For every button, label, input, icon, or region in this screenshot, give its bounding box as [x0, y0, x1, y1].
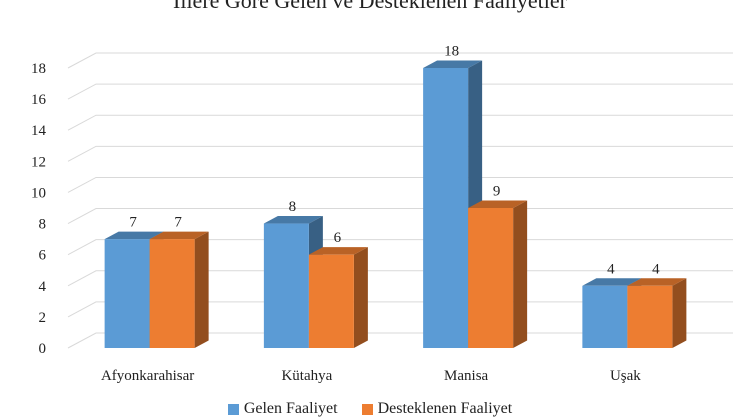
y-tick-label-7: 14: [31, 123, 47, 139]
gridline-7: [67, 114, 733, 131]
bar-front-2-0: [423, 68, 469, 348]
bar-0-1: [149, 231, 209, 348]
y-tick-label-2: 4: [39, 279, 47, 295]
y-tick-label-1: 2: [39, 310, 47, 326]
bar-front-0-0: [104, 239, 150, 348]
legend-swatch-series-2: [361, 403, 373, 415]
y-tick-label-3: 6: [39, 248, 47, 264]
bar-top-1-0: [263, 216, 323, 224]
legend: Gelen Faaliyet Desteklenen Faaliyet: [0, 400, 740, 420]
bar-3-1: [627, 278, 687, 348]
bar-1-1: [308, 247, 368, 348]
legend-swatch-series-1: [227, 403, 239, 415]
x-tick-labels: Afyonkarahisar Kütahya Manisa Uşak: [101, 368, 641, 384]
chart-title: İllere Göre Gelen ve Desteklenen Faaliye…: [173, 0, 567, 13]
y-tick-label-8: 16: [31, 92, 47, 108]
data-label-0-0: 7: [129, 215, 137, 231]
x-tick-label-0: Afyonkarahisar: [101, 368, 194, 384]
y-tick-label-4: 8: [39, 217, 47, 233]
legend-item-series-1: Gelen Faaliyet: [227, 400, 338, 418]
bar-front-3-1: [627, 285, 673, 348]
x-tick-label-1: Kütahya: [281, 368, 332, 384]
bar-top-3-0: [582, 278, 642, 286]
bar-top-2-1: [468, 200, 528, 208]
bar-side-1-1: [353, 247, 368, 348]
data-label-0-1: 7: [174, 215, 182, 231]
bar-1-0: [263, 216, 323, 348]
bar-top-0-0: [104, 231, 164, 240]
y-tick-label-0: 0: [39, 341, 47, 357]
y-tick-labels: 0 2 4 6 8 10 12 14 16 18: [31, 61, 47, 357]
bars: [104, 60, 687, 348]
gridline-5: [67, 176, 733, 193]
bar-side-2-1: [513, 200, 528, 348]
y-tick-label-9: 18: [31, 61, 46, 77]
y-tick-label-5: 10: [31, 185, 46, 201]
gridline-6: [67, 145, 733, 162]
bar-front-1-1: [308, 254, 354, 348]
data-label-2-0: 18: [444, 44, 459, 60]
data-label-1-1: 6: [334, 230, 342, 246]
data-label-3-0: 4: [607, 261, 615, 277]
bar-side-3-1: [672, 278, 687, 348]
y-tick-label-6: 12: [31, 154, 46, 170]
data-label-2-1: 9: [493, 184, 501, 200]
bar-front-2-1: [468, 208, 514, 348]
bar-side-0-1: [194, 231, 209, 348]
x-tick-label-2: Manisa: [444, 368, 489, 384]
x-tick-label-3: Uşak: [610, 368, 641, 384]
legend-item-series-2: Desteklenen Faaliyet: [361, 400, 513, 418]
bar-top-1-1: [308, 247, 368, 255]
bar-2-1: [468, 200, 528, 348]
data-label-1-0: 8: [289, 199, 297, 215]
gridline-9: [67, 52, 733, 69]
data-labels: 7 7 8 6 18 9 4 4: [129, 44, 660, 278]
data-label-3-1: 4: [652, 261, 660, 277]
bar-top-3-1: [627, 278, 687, 286]
gridline-8: [67, 83, 733, 100]
legend-label-series-2: Desteklenen Faaliyet: [377, 400, 513, 417]
bar-front-1-0: [263, 223, 309, 348]
bar-top-0-1: [149, 231, 209, 240]
bar-front-0-1: [149, 239, 195, 348]
bar-top-2-0: [423, 60, 483, 68]
legend-label-series-1: Gelen Faaliyet: [243, 400, 338, 417]
gridline-4: [67, 208, 733, 224]
bar-front-3-0: [582, 285, 628, 348]
